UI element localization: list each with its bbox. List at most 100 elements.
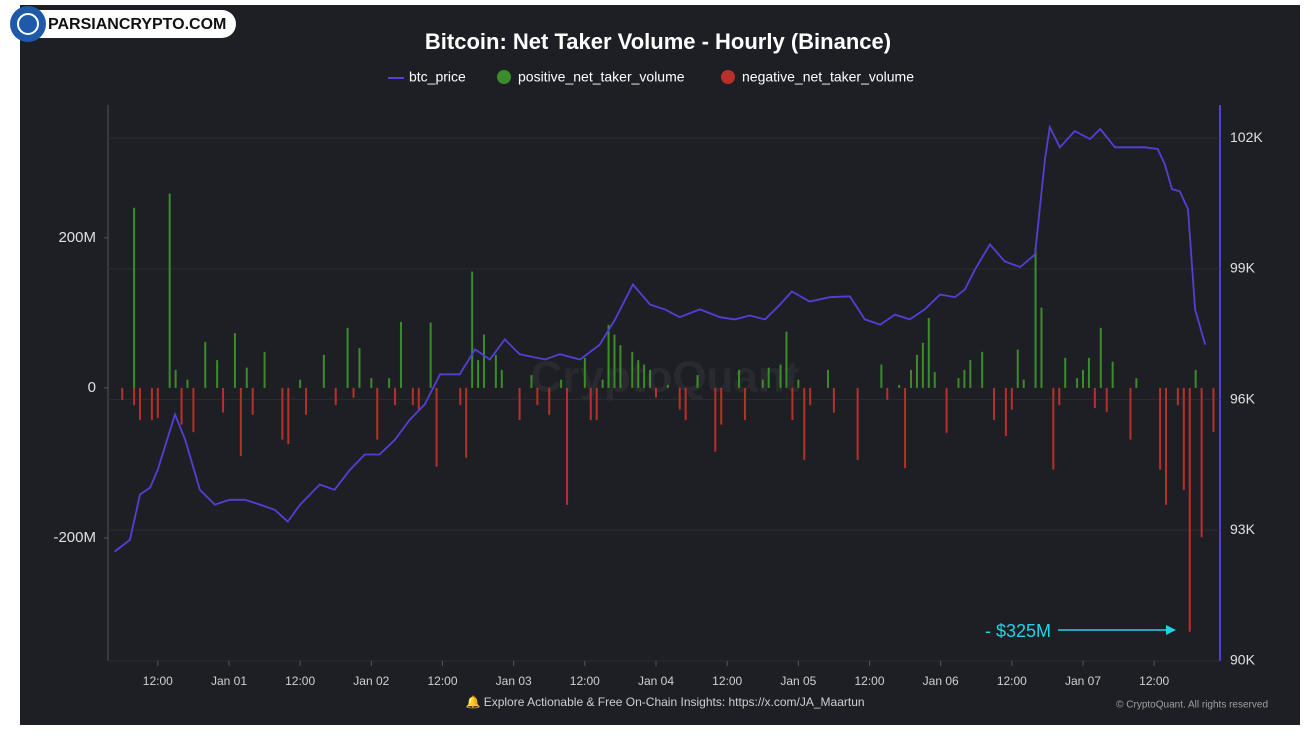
bar: [797, 379, 800, 388]
bar: [192, 387, 195, 433]
y-tick-label: -200M: [53, 529, 96, 546]
panel: [20, 5, 1300, 725]
bar: [631, 351, 634, 388]
bar: [121, 387, 124, 400]
bar: [933, 372, 936, 388]
bar: [222, 387, 225, 413]
bar: [1135, 378, 1138, 388]
bar: [1159, 387, 1162, 470]
bar: [1076, 378, 1079, 388]
bar: [411, 387, 414, 406]
bar: [494, 354, 497, 388]
bar: [809, 387, 812, 406]
x-tick-label: Jan 06: [923, 674, 959, 688]
bar: [613, 334, 616, 388]
bar: [566, 387, 569, 505]
bar: [1052, 387, 1055, 470]
bar: [666, 384, 669, 388]
bar: [826, 369, 829, 388]
legend-label: btc_price: [409, 69, 466, 85]
bar: [1040, 307, 1043, 388]
bar: [589, 387, 592, 421]
bar: [429, 322, 432, 388]
bar: [376, 387, 379, 440]
bar: [927, 318, 930, 388]
bar: [921, 342, 924, 388]
y-tick-label: 200M: [58, 229, 96, 246]
bar: [649, 369, 652, 388]
x-tick-label: 12:00: [427, 674, 457, 688]
bar: [981, 351, 984, 388]
bar: [583, 357, 586, 388]
bar: [287, 387, 290, 445]
legend-swatch: [721, 70, 735, 84]
x-tick-label: 12:00: [285, 674, 315, 688]
bar: [150, 387, 153, 421]
bar: [957, 378, 960, 388]
bar: [370, 378, 373, 388]
bar: [399, 321, 402, 388]
bar: [239, 387, 242, 457]
bar: [803, 387, 806, 460]
footer: 🔔 Explore Actionable & Free On-Chain Ins…: [465, 695, 864, 709]
bar: [1129, 387, 1132, 440]
badge-logo: [10, 6, 46, 42]
bar: [186, 379, 189, 388]
legend-label: positive_net_taker_volume: [518, 69, 685, 85]
brand-badge: PARSIANCRYPTO.COM: [10, 6, 236, 42]
bar: [1176, 387, 1179, 406]
bar: [963, 369, 966, 388]
bar: [483, 334, 486, 388]
bar: [915, 354, 918, 388]
y2-tick-label: 102K: [1230, 129, 1263, 145]
bar: [530, 375, 533, 388]
bar: [1022, 379, 1025, 388]
bar: [1182, 387, 1185, 490]
bar: [251, 387, 254, 415]
bar: [785, 331, 788, 388]
bar: [886, 387, 889, 400]
y2-tick-label: 96K: [1230, 390, 1256, 406]
bar: [334, 387, 337, 406]
bar: [1165, 387, 1168, 505]
bar: [720, 387, 723, 425]
bar: [156, 387, 159, 418]
chart-title: Bitcoin: Net Taker Volume - Hourly (Bina…: [425, 29, 891, 54]
bar: [477, 360, 480, 388]
annotation-arrow: [1058, 625, 1176, 635]
bar: [1082, 369, 1085, 388]
bar: [779, 364, 782, 388]
x-tick-label: 12:00: [997, 674, 1027, 688]
x-tick-label: 12:00: [1139, 674, 1169, 688]
x-tick-label: Jan 05: [780, 674, 816, 688]
arrow-head: [1166, 625, 1176, 635]
bar: [601, 379, 604, 388]
copyright: © CryptoQuant. All rights reserved: [1116, 700, 1268, 711]
bar: [435, 387, 438, 467]
bar: [1016, 349, 1019, 388]
bar: [945, 387, 948, 433]
bar: [139, 387, 142, 421]
brand: PARSIANCRYPTO.COM: [48, 16, 226, 33]
bar: [684, 387, 687, 421]
bar: [761, 379, 764, 388]
bar: [791, 387, 794, 421]
bar: [643, 364, 646, 388]
bar: [305, 387, 308, 415]
bar: [1188, 387, 1191, 632]
bar: [133, 387, 136, 406]
bar: [471, 271, 474, 388]
badge-bg: [10, 10, 236, 38]
x-tick-label: Jan 04: [638, 674, 674, 688]
bar: [465, 387, 468, 458]
bar: [1105, 387, 1108, 412]
bar: [654, 387, 657, 398]
bar: [637, 360, 640, 388]
watermark: CryptoQuant: [531, 353, 800, 402]
bar: [281, 387, 284, 440]
bar: [904, 387, 907, 469]
bar: [856, 387, 859, 460]
bar: [738, 369, 741, 388]
